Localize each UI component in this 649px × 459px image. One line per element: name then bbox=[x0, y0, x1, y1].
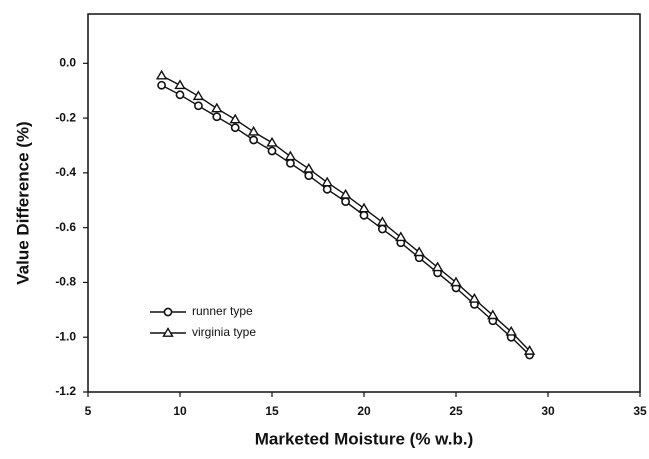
legend-marker bbox=[163, 307, 173, 317]
y-tick-label: -0.6 bbox=[55, 220, 76, 234]
point bbox=[395, 231, 407, 242]
point bbox=[155, 69, 168, 80]
point bbox=[487, 309, 499, 320]
y-tick-label: -0.2 bbox=[55, 110, 76, 124]
y-axis-title: Value Difference (%) bbox=[13, 121, 32, 284]
point bbox=[266, 136, 278, 147]
point bbox=[377, 224, 387, 234]
point bbox=[431, 261, 444, 272]
legend-marker bbox=[162, 327, 174, 337]
point bbox=[247, 125, 260, 136]
x-tick-label: 10 bbox=[173, 404, 187, 418]
x-tick-label: 5 bbox=[85, 404, 92, 418]
x-tick-label: 25 bbox=[449, 404, 463, 418]
point bbox=[193, 101, 203, 111]
point bbox=[249, 135, 258, 145]
x-tick-label: 35 bbox=[633, 404, 647, 418]
point bbox=[341, 197, 350, 207]
point bbox=[157, 80, 166, 90]
legend-label: runner type bbox=[192, 304, 253, 318]
point bbox=[174, 79, 186, 90]
point bbox=[358, 202, 370, 213]
x-tick-label: 15 bbox=[265, 404, 279, 418]
point bbox=[229, 113, 241, 124]
point bbox=[523, 345, 536, 355]
point bbox=[303, 162, 315, 173]
point bbox=[175, 90, 185, 100]
y-tick-label: -1.2 bbox=[55, 384, 76, 398]
point bbox=[285, 158, 295, 168]
x-tick-label: 30 bbox=[541, 404, 555, 418]
y-tick-label: -1.0 bbox=[55, 329, 76, 343]
x-tick-label: 20 bbox=[357, 404, 371, 418]
point bbox=[284, 150, 297, 161]
point bbox=[376, 216, 389, 227]
point bbox=[304, 171, 314, 181]
y-tick-label: -0.8 bbox=[55, 275, 76, 289]
y-tick-label: -0.4 bbox=[55, 165, 76, 179]
legend-label: virginia type bbox=[192, 325, 256, 339]
point bbox=[267, 146, 277, 156]
point bbox=[211, 102, 223, 113]
point bbox=[192, 90, 205, 101]
point bbox=[413, 246, 425, 257]
y-tick-label: 0.0 bbox=[59, 55, 76, 69]
point bbox=[450, 276, 462, 287]
point bbox=[321, 176, 333, 187]
x-axis-title: Marketed Moisture (% w.b.) bbox=[255, 429, 474, 448]
point bbox=[505, 325, 517, 336]
point bbox=[230, 123, 240, 133]
point bbox=[212, 112, 222, 122]
point bbox=[322, 184, 332, 194]
point bbox=[359, 210, 369, 220]
point bbox=[339, 188, 352, 199]
point bbox=[468, 292, 481, 303]
